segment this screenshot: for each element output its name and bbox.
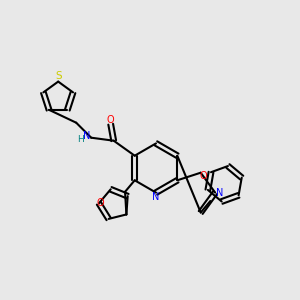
Text: N: N [83,131,90,141]
Text: H: H [77,135,84,144]
Text: N: N [152,192,160,202]
Text: N: N [216,188,223,198]
Text: S: S [55,70,62,81]
Text: O: O [97,198,104,208]
Text: O: O [200,171,208,181]
Text: O: O [107,115,115,125]
